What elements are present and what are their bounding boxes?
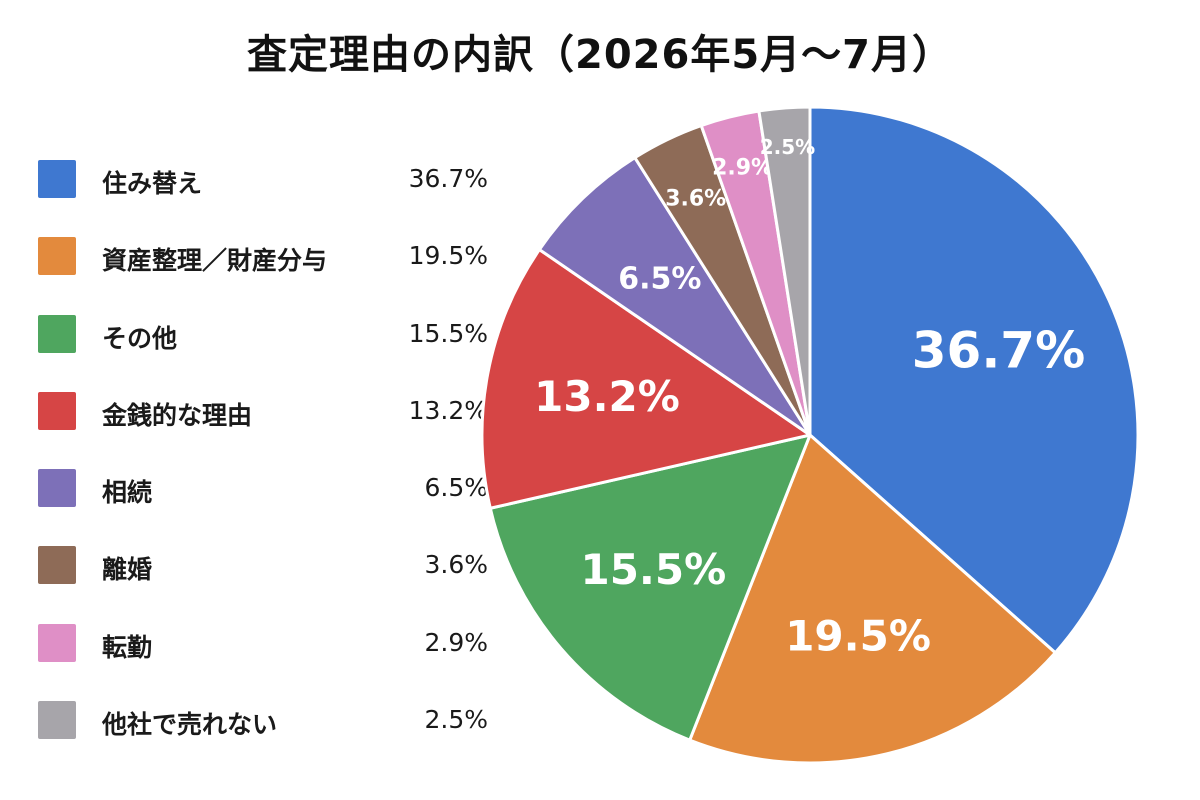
legend-label: 金銭的な理由 (102, 400, 253, 430)
legend-label: 離婚 (102, 555, 153, 585)
slice-label: 6.5% (618, 262, 701, 297)
legend-swatch (38, 623, 76, 662)
legend-label: 相続 (102, 478, 153, 508)
pie-slice (808, 105, 1140, 655)
legend-label: 住み替え (102, 169, 203, 198)
pie-slice (488, 433, 812, 742)
legend-swatch (38, 160, 76, 198)
legend-swatch (38, 237, 76, 276)
slice-label: 36.7% (912, 321, 1085, 379)
slice-label: 15.5% (580, 545, 726, 594)
legend-item: 相続 6.5% (38, 467, 488, 544)
legend-swatch (38, 546, 76, 585)
legend-item: 金銭的な理由 13.2% (38, 390, 488, 467)
slice-label: 3.6% (665, 186, 726, 211)
pie-slice (688, 433, 1057, 765)
pie-slice (480, 248, 812, 510)
legend-item: 離婚 3.6% (38, 544, 488, 621)
legend-label: 資産整理／財産分与 (102, 246, 328, 276)
legend-value: 15.5% (408, 318, 488, 348)
legend-label: 他社で売れない (102, 710, 278, 740)
chart-title: 査定理由の内訳（2026年5月～7月） (247, 32, 953, 78)
legend-swatch (38, 701, 76, 740)
legend-label: 転勤 (102, 632, 153, 662)
legend-value: 13.2% (408, 395, 488, 425)
slice-label: 2.9% (712, 155, 773, 180)
pie-slice (757, 105, 812, 437)
pie-slice (537, 156, 812, 437)
legend-value: 3.6% (424, 550, 488, 580)
legend-item: 他社で売れない 2.5% (38, 699, 488, 776)
slice-label: 2.5% (760, 135, 815, 159)
legend-swatch (38, 469, 76, 508)
legend-value: 2.9% (424, 627, 488, 657)
legend-value: 36.7% (408, 164, 488, 193)
chart-legend: 住み替え 36.7% 資産整理／財産分与 19.5% その他 15.5% 金銭的… (38, 158, 488, 776)
legend-item: 転勤 2.9% (38, 622, 488, 699)
legend-swatch (38, 314, 76, 353)
legend-value: 6.5% (424, 473, 488, 503)
legend-label: その他 (102, 323, 178, 353)
legend-item: 住み替え 36.7% (38, 158, 488, 235)
legend-value: 19.5% (408, 241, 488, 271)
legend-value: 2.5% (424, 705, 488, 735)
slice-label: 13.2% (534, 372, 680, 421)
legend-swatch (38, 391, 76, 430)
slice-label: 19.5% (785, 611, 931, 660)
legend-item: 資産整理／財産分与 19.5% (38, 235, 488, 312)
legend-item: その他 15.5% (38, 313, 488, 390)
